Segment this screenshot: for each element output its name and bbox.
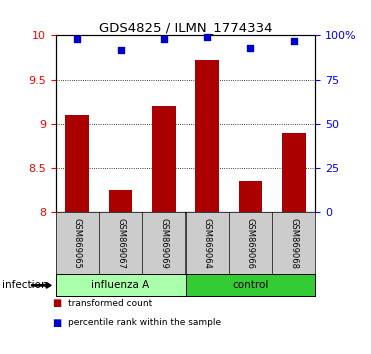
Text: GSM869064: GSM869064 (203, 218, 211, 269)
Bar (109, 190, 132, 212)
Bar (239, 181, 262, 212)
Text: transformed count: transformed count (68, 299, 152, 308)
Text: ■: ■ (52, 318, 61, 328)
Text: GSM869069: GSM869069 (160, 218, 168, 269)
Bar (65, 115, 89, 212)
Bar (152, 106, 176, 212)
Point (247, 45, 253, 51)
Point (161, 36, 167, 42)
Text: percentile rank within the sample: percentile rank within the sample (68, 318, 221, 327)
Title: GDS4825 / ILMN_1774334: GDS4825 / ILMN_1774334 (99, 21, 272, 34)
Point (74, 36, 80, 42)
Point (204, 34, 210, 40)
Text: GSM869068: GSM869068 (289, 218, 298, 269)
Bar (282, 133, 306, 212)
Text: GSM869067: GSM869067 (116, 218, 125, 269)
Point (291, 38, 297, 44)
Text: control: control (232, 280, 269, 290)
Text: infection: infection (2, 280, 47, 290)
Bar (195, 60, 219, 212)
Text: influenza A: influenza A (91, 280, 150, 290)
Text: ■: ■ (52, 298, 61, 308)
Point (118, 47, 124, 52)
Text: GSM869065: GSM869065 (73, 218, 82, 269)
Text: GSM869066: GSM869066 (246, 218, 255, 269)
